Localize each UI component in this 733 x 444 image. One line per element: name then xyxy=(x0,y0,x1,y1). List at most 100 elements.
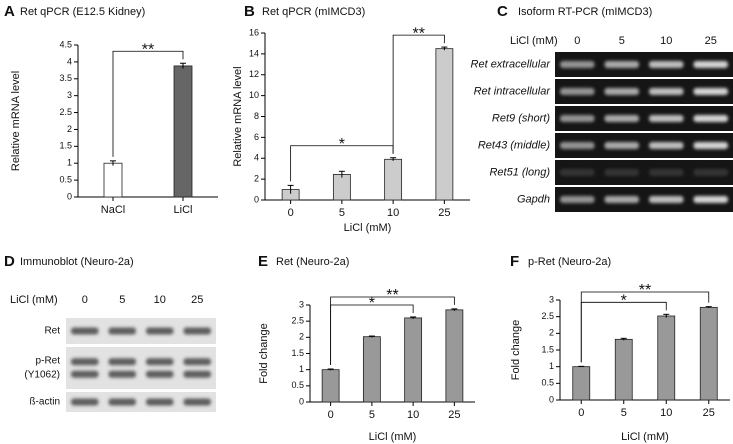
y-tick-label: 1.5 xyxy=(59,141,72,151)
row-label: Ret extracellular xyxy=(471,58,552,70)
gel-band xyxy=(71,370,99,378)
panel-letter: C xyxy=(497,3,508,20)
chart-title: Ret qPCR (E12.5 Kidney) xyxy=(20,6,145,18)
y-tick-label: 2.5 xyxy=(541,311,554,321)
y-tick-label: 2 xyxy=(299,332,304,342)
significance-label: * xyxy=(369,295,375,312)
y-tick-label: 0.5 xyxy=(541,378,554,388)
x-axis-label: LiCl (mM) xyxy=(369,431,417,443)
y-tick-label: 3 xyxy=(549,294,554,304)
significance-bracket xyxy=(392,34,445,154)
gel-band xyxy=(693,88,728,95)
gel-band xyxy=(693,61,728,68)
x-tick-label: 0 xyxy=(288,207,294,219)
x-tick-label: NaCl xyxy=(101,204,125,216)
gel-band xyxy=(649,61,684,68)
y-tick-label: 6 xyxy=(254,132,259,142)
bar xyxy=(435,48,454,201)
panel-letter: D xyxy=(4,253,15,270)
gel-band xyxy=(71,327,99,335)
row-label: Gapdh xyxy=(517,193,550,205)
y-tick-label: 4 xyxy=(254,153,259,163)
x-tick-label: 10 xyxy=(407,409,419,421)
gel-band xyxy=(146,327,174,335)
gel-band xyxy=(560,61,595,68)
lane-label: 10 xyxy=(660,35,672,47)
gel-band xyxy=(560,169,595,176)
lane-label: 0 xyxy=(574,35,580,47)
gel-band xyxy=(649,88,684,95)
significance-bracket xyxy=(330,296,455,366)
y-tick-label: 3 xyxy=(67,90,72,100)
gel-band xyxy=(146,370,174,378)
y-tick-label: 0 xyxy=(254,194,259,204)
gel-band xyxy=(71,398,99,406)
gel-band xyxy=(108,327,136,335)
gel-strip xyxy=(66,347,216,389)
gel-band xyxy=(604,142,639,149)
x-tick-label: 25 xyxy=(448,409,460,421)
lane-label: 5 xyxy=(119,294,125,306)
significance-label: * xyxy=(339,136,345,153)
y-axis-label: Fold change xyxy=(510,320,522,381)
x-axis-label: LiCl (mM) xyxy=(344,222,392,234)
condition-label: LiCl (mM) xyxy=(510,35,558,47)
gel-band xyxy=(560,88,595,95)
row-label: Ret43 (middle) xyxy=(478,139,550,151)
lane-label: 25 xyxy=(705,35,717,47)
y-tick-label: 2 xyxy=(254,174,259,184)
y-tick-label: 1 xyxy=(299,364,304,374)
panel-letter: F xyxy=(510,253,519,270)
y-tick-label: 10 xyxy=(249,90,259,100)
row-sublabel: (Y1062) xyxy=(24,370,60,381)
y-tick-label: 4 xyxy=(67,56,72,66)
lane-label: 10 xyxy=(154,294,166,306)
bar xyxy=(321,369,340,403)
bar xyxy=(103,162,123,198)
lane-label: 5 xyxy=(619,35,625,47)
panel-letter: B xyxy=(244,3,255,20)
row-label: p-Ret xyxy=(36,356,61,367)
gel-band xyxy=(649,196,684,203)
x-tick-label: 10 xyxy=(660,407,672,419)
gel-band xyxy=(649,169,684,176)
y-tick-label: 0 xyxy=(299,396,304,406)
gel-band xyxy=(560,115,595,122)
gel-band xyxy=(108,358,136,366)
row-label: Ret intracellular xyxy=(474,85,552,97)
bar xyxy=(657,315,676,401)
chart-title: Ret qPCR (mIMCD3) xyxy=(262,6,365,18)
gel-band xyxy=(693,115,728,122)
significance-bracket xyxy=(580,291,710,363)
bar xyxy=(572,366,591,401)
gel-band xyxy=(649,142,684,149)
chart-title: p-Ret (Neuro-2a) xyxy=(528,256,611,268)
gel-band xyxy=(604,61,639,68)
row-label: Ret51 (long) xyxy=(489,166,550,178)
gel-band xyxy=(649,115,684,122)
panel-letter: A xyxy=(4,3,15,20)
significance-label: * xyxy=(621,293,627,310)
y-axis-label: Relative mRNA level xyxy=(10,71,22,171)
y-tick-label: 3 xyxy=(299,299,304,309)
y-tick-label: 8 xyxy=(254,111,259,121)
bar xyxy=(614,338,633,401)
y-tick-label: 0 xyxy=(549,394,554,404)
y-tick-label: 1 xyxy=(549,361,554,371)
x-tick-label: 5 xyxy=(339,207,345,219)
significance-label: ** xyxy=(142,41,154,58)
y-tick-label: 12 xyxy=(249,69,259,79)
bar xyxy=(173,65,193,198)
significance-label: ** xyxy=(386,287,398,304)
row-label: Ret9 (short) xyxy=(492,112,550,124)
bar xyxy=(384,158,403,201)
gel-band xyxy=(604,196,639,203)
gel-band xyxy=(183,398,211,406)
gel-band xyxy=(108,370,136,378)
significance-bracket xyxy=(112,50,184,157)
lane-label: 25 xyxy=(191,294,203,306)
bar xyxy=(445,309,464,403)
gel-band xyxy=(71,358,99,366)
y-tick-label: 14 xyxy=(249,48,259,58)
